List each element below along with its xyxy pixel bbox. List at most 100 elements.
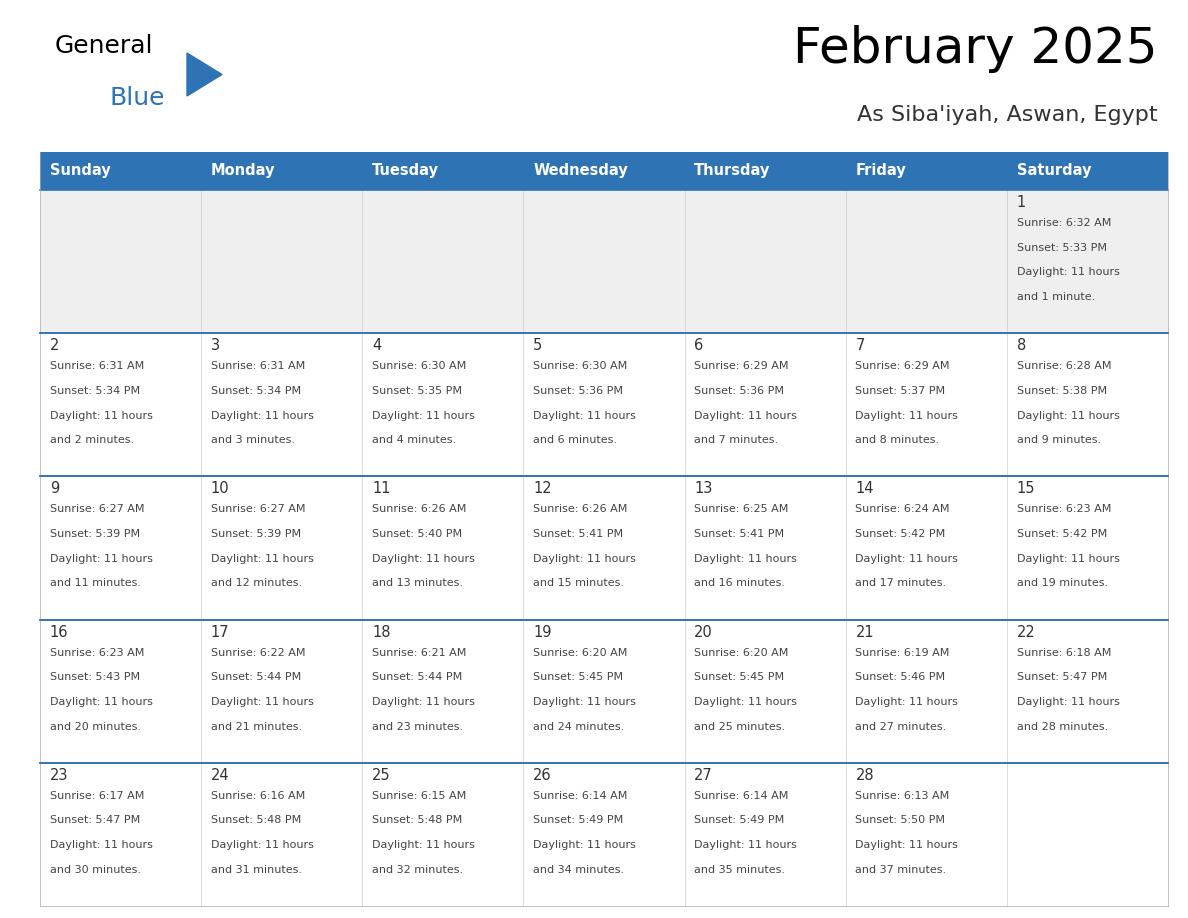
- Text: Daylight: 11 hours: Daylight: 11 hours: [533, 840, 636, 850]
- Bar: [524, 190, 684, 333]
- Text: 20: 20: [694, 624, 713, 640]
- Text: 4: 4: [372, 338, 381, 353]
- Text: Sunrise: 6:28 AM: Sunrise: 6:28 AM: [1017, 361, 1111, 371]
- Text: Sunset: 5:42 PM: Sunset: 5:42 PM: [855, 529, 946, 539]
- Text: Daylight: 11 hours: Daylight: 11 hours: [210, 840, 314, 850]
- Text: Daylight: 11 hours: Daylight: 11 hours: [1017, 554, 1119, 564]
- Text: Monday: Monday: [210, 163, 276, 178]
- Text: February 2025: February 2025: [794, 25, 1158, 73]
- Text: Sunset: 5:34 PM: Sunset: 5:34 PM: [210, 386, 301, 396]
- Text: Daylight: 11 hours: Daylight: 11 hours: [855, 410, 959, 420]
- Text: 11: 11: [372, 481, 391, 497]
- Text: and 4 minutes.: and 4 minutes.: [372, 435, 456, 445]
- Text: 19: 19: [533, 624, 551, 640]
- Bar: [201, 620, 362, 763]
- Text: Sunrise: 6:23 AM: Sunrise: 6:23 AM: [50, 647, 144, 657]
- Text: Sunset: 5:46 PM: Sunset: 5:46 PM: [855, 672, 946, 682]
- Bar: [1007, 620, 1168, 763]
- Text: Sunset: 5:43 PM: Sunset: 5:43 PM: [50, 672, 140, 682]
- Text: Sunset: 5:36 PM: Sunset: 5:36 PM: [694, 386, 784, 396]
- Text: Daylight: 11 hours: Daylight: 11 hours: [855, 554, 959, 564]
- Bar: [1007, 190, 1168, 333]
- Text: 25: 25: [372, 767, 391, 783]
- Bar: [40, 763, 201, 906]
- Bar: [40, 476, 201, 620]
- Text: Daylight: 11 hours: Daylight: 11 hours: [210, 697, 314, 707]
- Text: Daylight: 11 hours: Daylight: 11 hours: [50, 554, 152, 564]
- Bar: [362, 763, 524, 906]
- Text: and 6 minutes.: and 6 minutes.: [533, 435, 617, 445]
- Text: Sunset: 5:45 PM: Sunset: 5:45 PM: [533, 672, 624, 682]
- Text: Sunrise: 6:14 AM: Sunrise: 6:14 AM: [533, 790, 627, 800]
- Text: Sunset: 5:37 PM: Sunset: 5:37 PM: [855, 386, 946, 396]
- Text: 15: 15: [1017, 481, 1035, 497]
- Text: Sunset: 5:34 PM: Sunset: 5:34 PM: [50, 386, 140, 396]
- Text: Sunrise: 6:18 AM: Sunrise: 6:18 AM: [1017, 647, 1111, 657]
- Text: Sunset: 5:39 PM: Sunset: 5:39 PM: [210, 529, 301, 539]
- Text: Sunrise: 6:30 AM: Sunrise: 6:30 AM: [533, 361, 627, 371]
- Text: Sunday: Sunday: [50, 163, 110, 178]
- Text: Sunset: 5:48 PM: Sunset: 5:48 PM: [210, 815, 301, 825]
- Bar: [201, 476, 362, 620]
- Text: Sunrise: 6:32 AM: Sunrise: 6:32 AM: [1017, 218, 1111, 228]
- Text: Daylight: 11 hours: Daylight: 11 hours: [50, 840, 152, 850]
- Text: and 23 minutes.: and 23 minutes.: [372, 722, 463, 732]
- Text: Daylight: 11 hours: Daylight: 11 hours: [694, 697, 797, 707]
- Bar: [524, 152, 684, 190]
- Text: Sunset: 5:41 PM: Sunset: 5:41 PM: [694, 529, 784, 539]
- Text: Sunset: 5:39 PM: Sunset: 5:39 PM: [50, 529, 140, 539]
- Text: 18: 18: [372, 624, 391, 640]
- Text: and 24 minutes.: and 24 minutes.: [533, 722, 625, 732]
- Text: Wednesday: Wednesday: [533, 163, 627, 178]
- Text: Sunset: 5:49 PM: Sunset: 5:49 PM: [533, 815, 624, 825]
- Text: Daylight: 11 hours: Daylight: 11 hours: [1017, 697, 1119, 707]
- Bar: [684, 476, 846, 620]
- Bar: [201, 152, 362, 190]
- Text: General: General: [55, 34, 153, 58]
- Text: 14: 14: [855, 481, 874, 497]
- Text: and 9 minutes.: and 9 minutes.: [1017, 435, 1100, 445]
- Text: 26: 26: [533, 767, 551, 783]
- Text: 17: 17: [210, 624, 229, 640]
- Text: 6: 6: [694, 338, 703, 353]
- Bar: [362, 152, 524, 190]
- Text: Daylight: 11 hours: Daylight: 11 hours: [210, 554, 314, 564]
- Bar: [524, 476, 684, 620]
- Text: 2: 2: [50, 338, 59, 353]
- Text: Sunset: 5:44 PM: Sunset: 5:44 PM: [372, 672, 462, 682]
- Text: and 37 minutes.: and 37 minutes.: [855, 865, 947, 875]
- Text: Sunrise: 6:21 AM: Sunrise: 6:21 AM: [372, 647, 467, 657]
- Bar: [524, 333, 684, 476]
- Text: Sunset: 5:50 PM: Sunset: 5:50 PM: [855, 815, 946, 825]
- Bar: [40, 620, 201, 763]
- Text: Sunrise: 6:22 AM: Sunrise: 6:22 AM: [210, 647, 305, 657]
- Text: Sunset: 5:48 PM: Sunset: 5:48 PM: [372, 815, 462, 825]
- Text: and 31 minutes.: and 31 minutes.: [210, 865, 302, 875]
- Text: Sunset: 5:38 PM: Sunset: 5:38 PM: [1017, 386, 1107, 396]
- Text: Sunrise: 6:26 AM: Sunrise: 6:26 AM: [372, 504, 467, 514]
- Text: 9: 9: [50, 481, 59, 497]
- Text: and 2 minutes.: and 2 minutes.: [50, 435, 134, 445]
- Text: Daylight: 11 hours: Daylight: 11 hours: [50, 410, 152, 420]
- Text: Daylight: 11 hours: Daylight: 11 hours: [533, 410, 636, 420]
- Text: Daylight: 11 hours: Daylight: 11 hours: [372, 697, 475, 707]
- Text: Sunrise: 6:25 AM: Sunrise: 6:25 AM: [694, 504, 789, 514]
- Bar: [684, 190, 846, 333]
- Text: 22: 22: [1017, 624, 1035, 640]
- Bar: [201, 190, 362, 333]
- Text: and 32 minutes.: and 32 minutes.: [372, 865, 463, 875]
- Text: Sunset: 5:41 PM: Sunset: 5:41 PM: [533, 529, 624, 539]
- Text: Daylight: 11 hours: Daylight: 11 hours: [1017, 267, 1119, 277]
- Text: and 34 minutes.: and 34 minutes.: [533, 865, 624, 875]
- Bar: [846, 763, 1007, 906]
- Text: Sunrise: 6:30 AM: Sunrise: 6:30 AM: [372, 361, 466, 371]
- Text: Daylight: 11 hours: Daylight: 11 hours: [533, 697, 636, 707]
- Text: 21: 21: [855, 624, 874, 640]
- Text: 10: 10: [210, 481, 229, 497]
- Text: Sunset: 5:44 PM: Sunset: 5:44 PM: [210, 672, 301, 682]
- Text: Sunrise: 6:27 AM: Sunrise: 6:27 AM: [50, 504, 144, 514]
- Bar: [1007, 152, 1168, 190]
- Text: and 35 minutes.: and 35 minutes.: [694, 865, 785, 875]
- Text: Friday: Friday: [855, 163, 906, 178]
- Bar: [684, 152, 846, 190]
